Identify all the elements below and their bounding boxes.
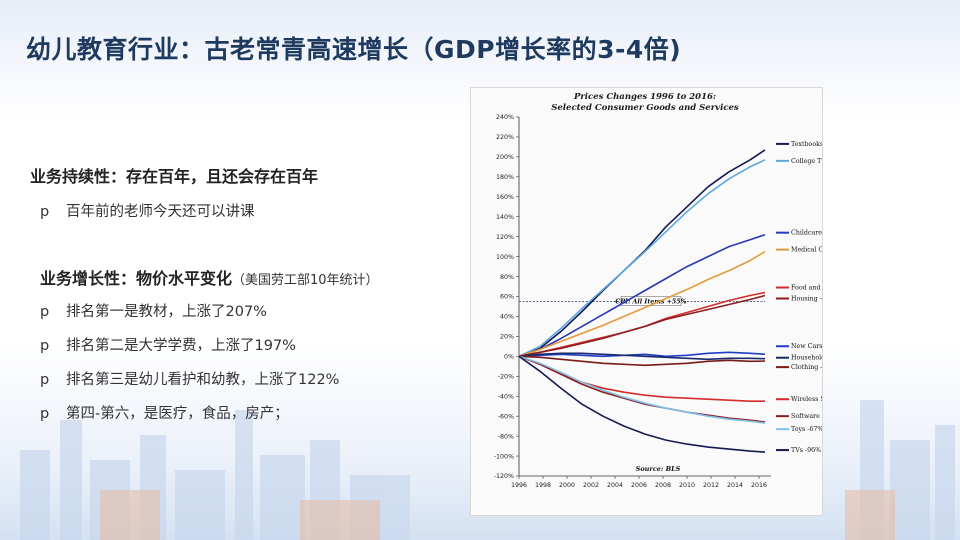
series-label: Food and Beverages +64% <box>791 285 822 292</box>
series-label: Toys -67% <box>791 426 822 433</box>
section-heading-growth-text: 业务增长性：物价水平变化 <box>40 269 233 288</box>
bullet-text: 排名第二是大学学费，上涨了197% <box>66 338 296 354</box>
y-tick-label: -60% <box>498 413 514 420</box>
series-label: Housing +61% <box>791 296 822 303</box>
bullet-marker: p <box>40 372 50 388</box>
y-tick-label: 220% <box>496 134 514 141</box>
price-changes-chart: Prices Changes 1996 to 2016: Selected Co… <box>470 87 823 516</box>
x-tick-label: 1998 <box>535 482 551 489</box>
series-label: Clothing -4.8% <box>791 364 822 371</box>
series-label: Software -66% <box>791 413 822 420</box>
chart-title: Prices Changes 1996 to 2016: <box>573 92 716 102</box>
x-tick-label: 2000 <box>559 482 575 489</box>
bullet-item: p 排名第三是幼儿看护和幼教，上涨了122% <box>40 368 339 389</box>
bullet-text: 第四-第六，是医疗，食品，房产； <box>66 406 289 422</box>
x-tick-label: 2012 <box>703 482 719 489</box>
series-line <box>518 149 766 358</box>
bullet-item: p 排名第一是教材，上涨了207% <box>40 300 267 321</box>
series-line <box>518 294 766 358</box>
bullet-text: 百年前的老师今天还可以讲课 <box>66 204 255 220</box>
y-tick-label: 60% <box>500 294 514 301</box>
chart-source: Source: BLS <box>636 465 681 473</box>
y-tick-label: 160% <box>496 194 514 201</box>
bullet-text: 排名第一是教材，上涨了207% <box>66 304 267 320</box>
y-tick-label: -80% <box>498 433 514 440</box>
y-tick-label: 20% <box>500 334 514 341</box>
section-heading-note: （美国劳工部10年统计） <box>232 273 379 288</box>
bullet-marker: p <box>40 338 50 354</box>
series-label: TVs -96% <box>791 447 821 454</box>
y-tick-label: -100% <box>494 453 514 460</box>
x-tick-label: 2006 <box>631 482 647 489</box>
series-line <box>518 355 765 403</box>
x-tick-label: 1996 <box>511 482 527 489</box>
series-label: Household Furnishings -2.4% <box>791 355 822 362</box>
y-tick-label: 40% <box>500 314 514 321</box>
chart-subtitle: Selected Consumer Goods and Services <box>551 103 739 113</box>
series-label: Childcare +122% <box>791 230 822 237</box>
y-tick-label: 120% <box>496 234 514 241</box>
series-label: College Tuition +197% <box>791 158 822 165</box>
series-line <box>518 355 766 453</box>
series-line <box>518 355 766 423</box>
series-line <box>518 351 766 358</box>
series-line <box>518 250 766 358</box>
series-label: Wireless Service -45% <box>791 396 822 403</box>
bullet-marker: p <box>40 204 50 220</box>
y-tick-label: -120% <box>494 473 514 480</box>
series-line <box>518 352 766 361</box>
page-title: 幼儿教育行业：古老常青高速增长（GDP增长率的3-4倍) <box>26 35 682 64</box>
chart-svg: Prices Changes 1996 to 2016: Selected Co… <box>494 92 822 489</box>
series-line <box>518 233 766 358</box>
series-label: Medical Care +105% <box>791 247 822 254</box>
series-label: Textbooks +207% <box>791 141 822 148</box>
y-tick-label: -40% <box>498 393 514 400</box>
x-tick-label: 2010 <box>679 482 695 489</box>
section-heading-growth: 业务增长性：物价水平变化（美国劳工部10年统计） <box>40 265 379 289</box>
x-tick-label: 2016 <box>751 482 767 489</box>
y-tick-label: 240% <box>496 114 514 121</box>
series-line <box>518 355 766 424</box>
bullet-text: 排名第三是幼儿看护和幼教，上涨了122% <box>66 372 340 388</box>
x-tick-label: 2008 <box>655 482 671 489</box>
x-tick-label: 2014 <box>727 482 743 489</box>
series-line <box>518 159 766 358</box>
y-tick-label: 80% <box>500 274 514 281</box>
bullet-marker: p <box>40 304 50 320</box>
y-tick-label: -20% <box>498 373 514 380</box>
cpi-annotation-label: CPI: All Items +55% <box>615 298 686 305</box>
y-tick-label: 100% <box>496 254 514 261</box>
section-heading-continuity: 业务持续性：存在百年，且还会存在百年 <box>30 167 319 186</box>
bullet-item: p 百年前的老师今天还可以讲课 <box>40 200 255 221</box>
bullet-item: p 第四-第六，是医疗，食品，房产； <box>40 402 289 423</box>
y-tick-label: 200% <box>496 154 514 161</box>
series-line <box>518 355 766 367</box>
x-tick-label: 2002 <box>583 482 599 489</box>
bullet-marker: p <box>40 406 50 422</box>
y-tick-label: 0% <box>504 354 514 361</box>
y-tick-label: 180% <box>496 174 514 181</box>
y-tick-label: 140% <box>496 214 514 221</box>
x-tick-label: 2004 <box>607 482 623 489</box>
series-label: New Cars +2.1% <box>791 343 822 350</box>
bullet-item: p 排名第二是大学学费，上涨了197% <box>40 334 296 355</box>
